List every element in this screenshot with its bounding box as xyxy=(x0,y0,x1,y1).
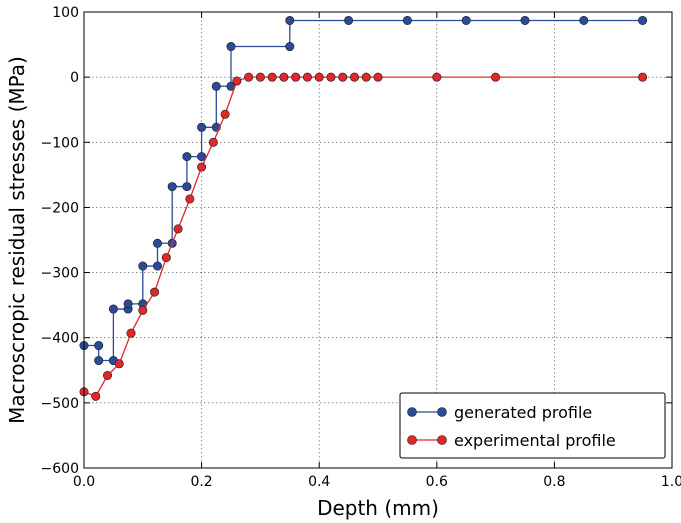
series-line-experimental xyxy=(83,76,643,398)
legend-box xyxy=(399,392,666,459)
data-point-experimental xyxy=(150,287,160,297)
grid xyxy=(84,12,672,468)
data-point-generated xyxy=(153,238,163,248)
x-axis-label: Depth (mm) xyxy=(317,496,439,520)
data-point-experimental xyxy=(126,328,136,338)
data-point-generated xyxy=(461,15,471,25)
ticks: 0.0 0.2 0.4 0.6 0.8 1.0 −600 −500 −400 −300 −200 −1… xyxy=(41,5,681,490)
data-point-generated xyxy=(211,81,221,91)
data-point-generated xyxy=(344,15,354,25)
data-point-generated xyxy=(285,42,295,52)
legend-label-generated: generated profile xyxy=(454,403,592,422)
data-point-experimental xyxy=(232,76,242,86)
data-point-generated xyxy=(123,299,133,309)
legend-item-experimental: experimental profile xyxy=(407,431,616,450)
data-point-generated xyxy=(520,15,530,25)
data-point-experimental xyxy=(161,253,171,263)
data-point-experimental xyxy=(197,162,207,172)
data-point-generated xyxy=(182,152,192,162)
data-point-experimental xyxy=(349,72,359,82)
y-tick-label: −300 xyxy=(41,266,79,282)
x-tick-label: 0.0 xyxy=(73,474,95,490)
series-line-generated xyxy=(84,19,643,362)
x-tick-label: 0.8 xyxy=(543,474,565,490)
data-point-experimental xyxy=(114,359,124,369)
data-point-experimental xyxy=(244,72,254,82)
legend: generated profile experimental profile xyxy=(399,392,666,459)
data-point-experimental xyxy=(220,109,230,119)
legend-marker-experimental xyxy=(437,435,447,445)
data-point-experimental xyxy=(361,72,371,82)
data-point-generated xyxy=(285,15,295,25)
data-point-experimental xyxy=(373,72,383,82)
y-tick-label: −100 xyxy=(41,135,79,151)
y-tick-label: 0 xyxy=(70,70,79,86)
legend-marker-experimental xyxy=(407,435,417,445)
data-point-experimental xyxy=(279,72,289,82)
data-point-generated xyxy=(197,122,207,132)
data-point-generated xyxy=(138,261,148,271)
data-point-generated xyxy=(226,42,236,52)
data-point-experimental xyxy=(291,72,301,82)
data-point-generated xyxy=(182,182,192,192)
legend-marker-generated xyxy=(407,407,417,417)
data-point-experimental xyxy=(432,72,442,82)
data-point-generated xyxy=(167,182,177,192)
y-tick-label: 100 xyxy=(52,5,79,21)
data-point-experimental xyxy=(185,194,195,204)
data-point-experimental xyxy=(302,72,312,82)
data-point-experimental xyxy=(326,72,336,82)
x-tick-label: 0.6 xyxy=(426,474,448,490)
data-point-experimental xyxy=(91,391,101,401)
data-point-experimental xyxy=(338,72,348,82)
data-point-generated xyxy=(197,152,207,162)
data-point-generated xyxy=(94,341,104,351)
data-point-experimental xyxy=(267,72,277,82)
y-tick-label: −600 xyxy=(41,461,79,477)
data-point-experimental xyxy=(314,72,324,82)
x-tick-label: 0.4 xyxy=(308,474,330,490)
y-tick-label: −200 xyxy=(41,200,79,216)
series-layer xyxy=(79,15,648,401)
legend-marker-generated xyxy=(437,407,447,417)
data-point-generated xyxy=(108,304,118,314)
data-point-generated xyxy=(402,15,412,25)
y-axis-label: Macroscropic residual stresses (MPa) xyxy=(5,56,29,424)
x-tick-label: 0.2 xyxy=(190,474,212,490)
data-point-experimental xyxy=(638,72,648,82)
plot-frame xyxy=(83,11,673,469)
data-point-experimental xyxy=(103,370,113,380)
data-point-generated xyxy=(153,261,163,271)
data-point-experimental xyxy=(173,224,183,234)
data-point-experimental xyxy=(138,305,148,315)
data-point-generated xyxy=(579,15,589,25)
legend-item-generated: generated profile xyxy=(407,403,592,422)
x-tick-label: 1.0 xyxy=(661,474,681,490)
data-point-experimental xyxy=(255,72,265,82)
data-point-experimental xyxy=(208,137,218,147)
y-tick-label: −400 xyxy=(41,331,79,347)
data-point-generated xyxy=(94,356,104,366)
legend-label-experimental: experimental profile xyxy=(454,431,616,450)
y-tick-label: −500 xyxy=(41,396,79,412)
data-point-experimental xyxy=(491,72,501,82)
data-point-generated xyxy=(638,15,648,25)
